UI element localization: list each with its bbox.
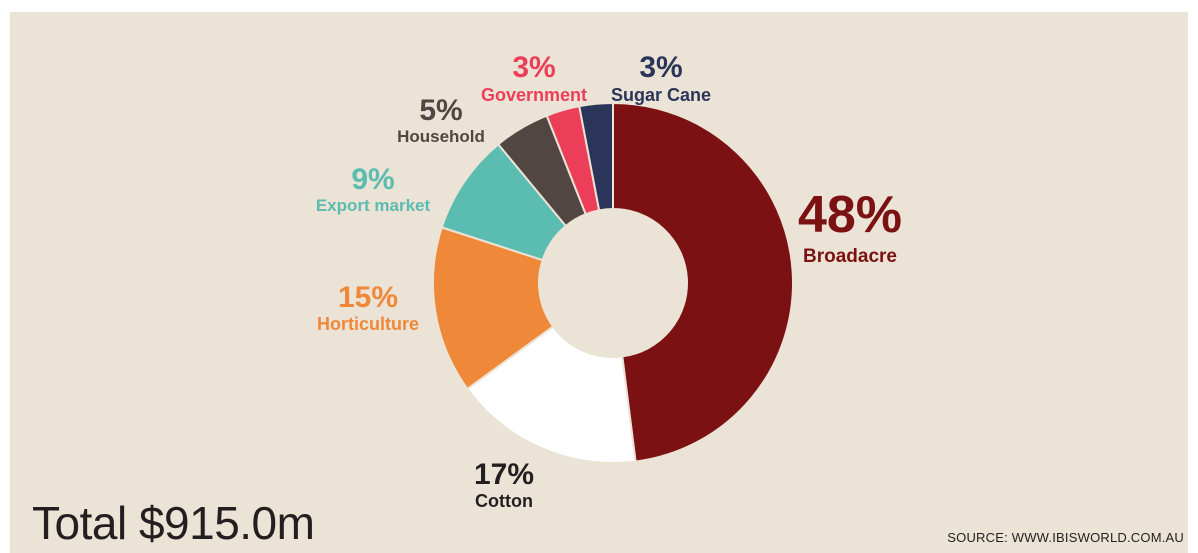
pct-label-household: 5%: [419, 94, 462, 127]
total-value: Total $915.0m: [32, 497, 315, 549]
category-label-broadacre: Broadacre: [803, 246, 897, 267]
pct-label-cotton: 17%: [474, 458, 534, 491]
pct-label-broadacre: 48%: [798, 186, 902, 244]
category-label-export-market: Export market: [316, 196, 431, 215]
category-label-cotton: Cotton: [475, 491, 533, 511]
category-label-sugar-cane: Sugar Cane: [611, 85, 711, 105]
category-label-government: Government: [481, 85, 587, 105]
pct-label-export-market: 9%: [351, 163, 394, 196]
donut-hole: [539, 209, 687, 357]
pct-label-horticulture: 15%: [338, 281, 398, 314]
pct-label-sugar-cane: 3%: [639, 51, 682, 84]
category-label-horticulture: Horticulture: [317, 314, 419, 334]
category-label-household: Household: [397, 127, 485, 146]
pct-label-government: 3%: [512, 51, 555, 84]
source-credit: SOURCE: WWW.IBISWORLD.COM.AU: [947, 530, 1184, 545]
